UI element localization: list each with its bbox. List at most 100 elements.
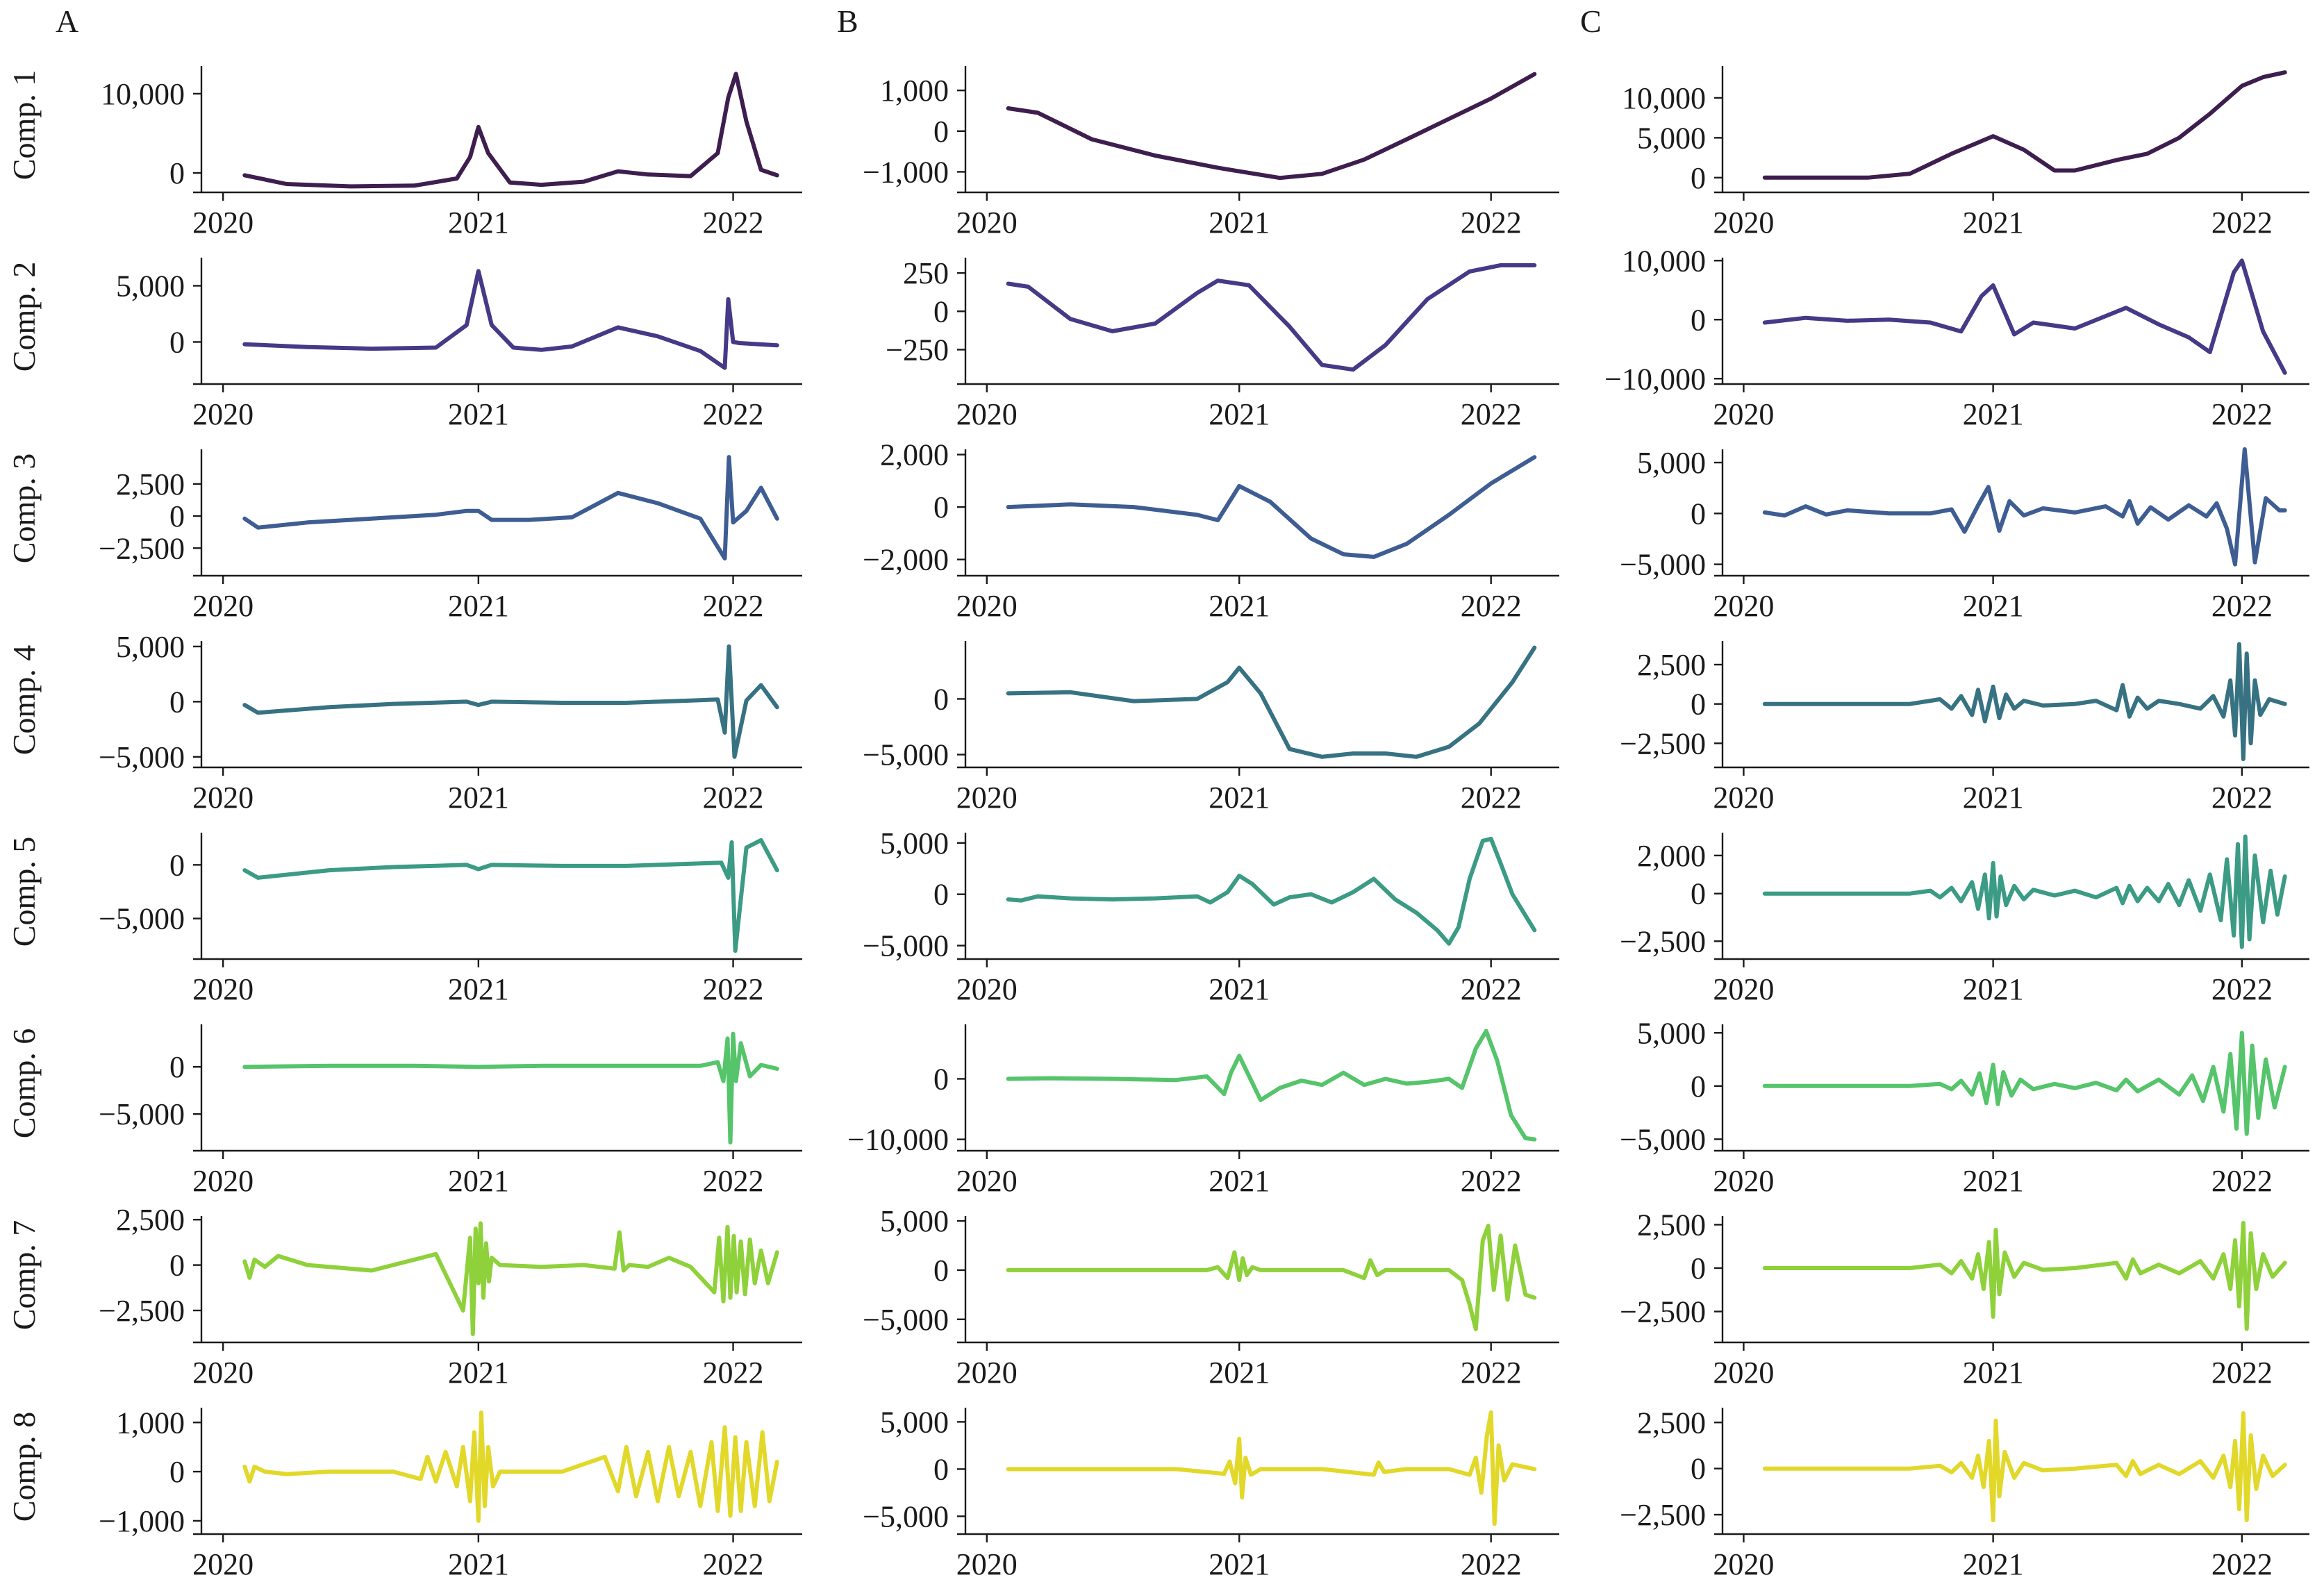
x-tick-label: 2020 [1713, 1164, 1774, 1198]
x-tick-label: 2021 [1209, 206, 1270, 240]
x-tick-label: 2021 [1963, 972, 2024, 1006]
series-line-b-4 [1006, 645, 1537, 759]
x-tick-label: 2020 [956, 397, 1018, 431]
x-tick-label: 2022 [1461, 1164, 1522, 1198]
y-tick-label: −5,000 [863, 738, 949, 772]
y-tick-label: −2,500 [99, 531, 185, 565]
series-line-a-4 [242, 644, 779, 759]
y-tick-label: 0 [169, 685, 185, 719]
x-tick-label: 2020 [956, 206, 1018, 240]
series-line-a-2 [242, 269, 779, 370]
series-line-a-6 [242, 1031, 779, 1144]
y-tick-label: 2,500 [116, 1203, 185, 1237]
subplot-b-8: −5,000 0 5,000 2020 2021 2022 [863, 1405, 1559, 1581]
x-tick-label: 2021 [1209, 972, 1270, 1006]
y-tick-label: 0 [933, 1452, 949, 1486]
y-tick-label: −2,000 [863, 543, 949, 577]
series-line-a-8 [242, 1410, 779, 1523]
subplot-c-4: −2,500 0 2,500 2020 2021 2022 [1620, 641, 2309, 815]
x-tick-label: 2020 [192, 1356, 254, 1390]
series-line-c-3 [1762, 447, 2287, 567]
x-tick-label: 2020 [956, 1356, 1018, 1390]
x-tick-label: 2021 [448, 1547, 509, 1581]
x-tick-label: 2022 [703, 397, 764, 431]
x-tick-label: 2022 [2211, 1356, 2273, 1390]
subplot-a-1: 0 10,000 2020 2021 2022 Comp. 1 [6, 66, 802, 240]
y-tick-label: 2,500 [116, 467, 185, 501]
x-tick-label: 2020 [192, 1547, 254, 1581]
row-label-6: Comp. 6 [6, 1029, 42, 1138]
y-tick-label: 0 [1691, 1452, 1706, 1486]
series-line-b-5 [1006, 836, 1537, 946]
subplot-a-8: −1,000 0 1,000 2020 2021 2022 Comp. 8 [6, 1406, 802, 1581]
y-tick-label: −1,000 [863, 155, 949, 189]
x-tick-label: 2022 [703, 1547, 764, 1581]
subplot-c-8: −2,500 0 2,500 2020 2021 2022 [1620, 1406, 2309, 1581]
y-tick-label: −5,000 [1620, 548, 1706, 582]
x-tick-label: 2021 [448, 1356, 509, 1390]
y-tick-label: 0 [1691, 1251, 1706, 1285]
row-label-3: Comp. 3 [6, 453, 42, 563]
y-tick-label: 2,500 [1637, 648, 1706, 682]
y-tick-label: 0 [933, 1062, 949, 1096]
series-line-c-1 [1762, 70, 2287, 180]
subplot-a-6: −5,000 0 2020 2021 2022 Comp. 6 [6, 1024, 802, 1198]
x-tick-label: 2022 [2211, 1164, 2273, 1198]
panel-letter-a: A [56, 3, 78, 39]
subplot-b-5: −5,000 0 5,000 2020 2021 2022 [863, 826, 1559, 1006]
y-tick-label: 1,000 [880, 74, 949, 108]
y-tick-label: 250 [903, 256, 949, 290]
x-tick-label: 2022 [703, 972, 764, 1006]
subplot-b-1: −1,000 0 1,000 2020 2021 2022 [863, 66, 1559, 240]
x-tick-label: 2022 [1461, 1547, 1522, 1581]
y-tick-label: 5,000 [116, 269, 185, 303]
x-tick-label: 2020 [1713, 1356, 1774, 1390]
x-tick-label: 2022 [1461, 206, 1522, 240]
y-tick-label: −10,000 [1604, 362, 1706, 396]
row-label-1: Comp. 1 [6, 70, 42, 180]
series-line-c-8 [1762, 1411, 2287, 1522]
y-tick-label: 10,000 [101, 77, 185, 111]
x-tick-label: 2022 [703, 1356, 764, 1390]
subplot-c-7: −2,500 0 2,500 2020 2021 2022 [1620, 1208, 2309, 1390]
subplot-b-3: −2,000 0 2,000 2020 2021 2022 [863, 438, 1559, 623]
y-tick-label: −5,000 [99, 902, 185, 936]
y-tick-label: 0 [1691, 161, 1706, 195]
x-tick-label: 2020 [1713, 397, 1774, 431]
x-tick-label: 2022 [1461, 1356, 1522, 1390]
y-tick-label: 5,000 [880, 1405, 949, 1439]
x-tick-label: 2022 [2211, 206, 2273, 240]
y-tick-label: −5,000 [863, 929, 949, 963]
row-label-4: Comp. 4 [6, 645, 42, 755]
subplot-a-7: −2,500 0 2,500 2020 2021 2022 Comp. 7 [6, 1203, 802, 1390]
y-tick-label: 2,000 [1637, 839, 1706, 873]
y-tick-label: −2,500 [1620, 1498, 1706, 1532]
subplot-c-5: −2,500 0 2,000 2020 2021 2022 [1620, 833, 2309, 1006]
y-tick-label: 0 [169, 1249, 185, 1283]
subplot-a-2: 0 5,000 2020 2021 2022 Comp. 2 [6, 258, 802, 431]
x-tick-label: 2021 [1963, 589, 2024, 623]
y-tick-label: 0 [933, 490, 949, 524]
x-tick-label: 2020 [956, 1164, 1018, 1198]
series-line-b-8 [1006, 1410, 1537, 1526]
y-tick-label: 5,000 [1637, 1016, 1706, 1050]
series-line-c-5 [1762, 834, 2287, 949]
series-line-b-6 [1006, 1029, 1537, 1142]
y-tick-label: 5,000 [880, 826, 949, 860]
x-tick-label: 2020 [192, 397, 254, 431]
series-line-c-2 [1762, 258, 2287, 375]
row-label-7: Comp. 7 [6, 1220, 42, 1330]
x-tick-label: 2020 [192, 206, 254, 240]
x-tick-label: 2021 [1963, 1164, 2024, 1198]
x-tick-label: 2021 [448, 397, 509, 431]
x-tick-label: 2021 [1209, 1356, 1270, 1390]
x-tick-label: 2022 [703, 1164, 764, 1198]
y-tick-label: −5,000 [863, 1499, 949, 1533]
y-tick-label: 0 [169, 156, 185, 190]
series-line-c-7 [1762, 1221, 2287, 1331]
subplot-b-2: −250 0 250 2020 2021 2022 [886, 256, 1559, 431]
subplot-b-6: −10,000 0 2020 2021 2022 [847, 1024, 1559, 1198]
x-tick-label: 2021 [1209, 589, 1270, 623]
